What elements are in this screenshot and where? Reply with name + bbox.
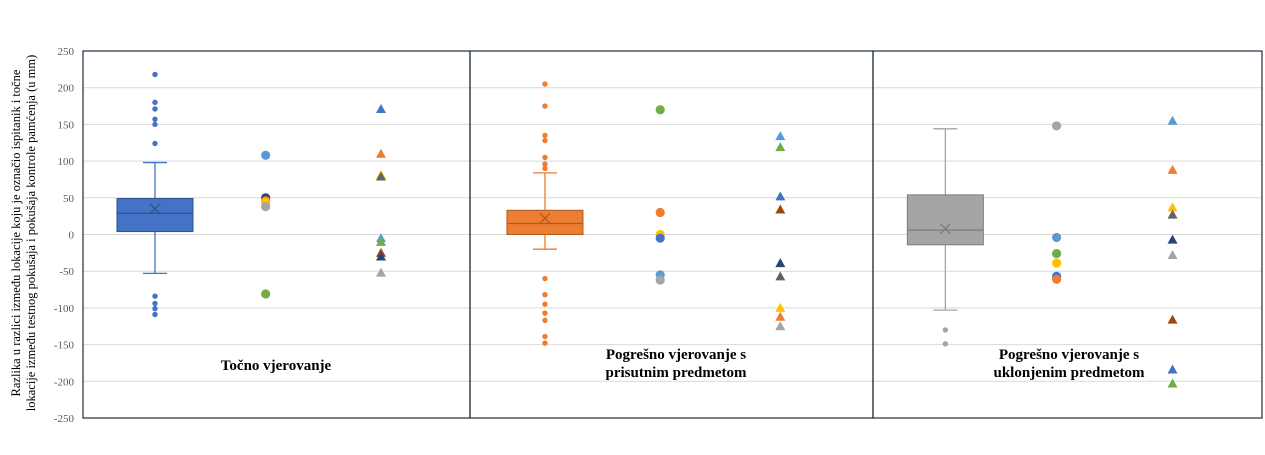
- outlier-point: [542, 291, 548, 298]
- triangle-marker: [1167, 209, 1178, 219]
- circle-marker: [655, 207, 665, 218]
- outlier-point: [152, 293, 158, 299]
- outlier-point: [542, 301, 548, 307]
- outlier-point: [942, 341, 949, 347]
- triangle-marker: [775, 311, 786, 321]
- y-tick-label: 200: [58, 83, 75, 95]
- y-axis-label-line-2: lokacije između testnog pokušaja i pokuš…: [24, 55, 38, 412]
- box: [116, 198, 194, 233]
- outlier-point: [152, 311, 158, 318]
- triangle-marker: [375, 103, 386, 113]
- y-tick-label: -100: [54, 303, 75, 315]
- circle-marker: [261, 202, 271, 212]
- circle-marker: [1052, 121, 1062, 131]
- outlier-point: [542, 333, 548, 340]
- y-tick-label: 50: [63, 193, 75, 205]
- triangle-marker: [775, 191, 786, 201]
- triangle-marker: [1167, 314, 1178, 324]
- y-tick-label: -200: [54, 376, 75, 388]
- circle-marker: [1052, 248, 1062, 259]
- y-tick-label: -250: [54, 413, 75, 425]
- panel-1: Točno vjerovanje: [116, 71, 386, 374]
- outlier-point: [542, 310, 548, 316]
- triangle-marker: [1167, 364, 1178, 374]
- y-tick-label: 250: [58, 46, 75, 58]
- outlier-point: [542, 81, 548, 87]
- y-tick-label: 150: [58, 119, 75, 131]
- y-axis-label-line-1: Razlika u razlici između lokacije koju j…: [9, 69, 23, 396]
- y-tick-label: 0: [69, 230, 75, 242]
- panel-3: Pogrešno vjerovanje s uklonjenim predmeto…: [906, 115, 1178, 388]
- outlier-point: [152, 99, 158, 106]
- triangle-marker: [775, 131, 786, 141]
- triangle-marker: [1167, 115, 1178, 125]
- panel-label-line: uklonjenim predmetom: [994, 365, 1145, 381]
- mean-marker: [149, 203, 161, 215]
- y-tick-label: 100: [58, 156, 75, 168]
- triangle-marker: [775, 271, 786, 281]
- triangle-marker: [375, 236, 386, 246]
- box: [906, 194, 984, 246]
- outlier-point: [542, 317, 548, 324]
- mean-marker: [539, 212, 551, 224]
- circle-marker: [1052, 274, 1062, 284]
- outlier-point: [542, 154, 548, 161]
- circle-marker: [655, 105, 665, 115]
- triangle-marker: [1167, 250, 1178, 260]
- outlier-point: [152, 140, 158, 147]
- triangle-marker: [775, 321, 786, 331]
- triangle-marker: [775, 302, 786, 312]
- y-tick-label: -50: [59, 266, 74, 278]
- panel-label-line: prisutnim predmetom: [606, 365, 747, 381]
- outlier-point: [942, 327, 949, 333]
- panels: Točno vjerovanje Pogrešno vjerovanje s pri…: [116, 71, 1178, 388]
- circle-marker: [655, 275, 665, 285]
- panel-frames: [82, 50, 1263, 419]
- panel-label-line: Točno vjerovanje: [221, 358, 332, 374]
- outlier-point: [152, 305, 158, 312]
- panel-label-line: Pogrešno vjerovanje s: [999, 347, 1139, 363]
- outlier-point: [152, 116, 158, 122]
- circle-marker: [1052, 232, 1062, 243]
- outlier-point: [542, 132, 548, 139]
- box: [506, 209, 584, 235]
- outlier-point: [542, 137, 548, 144]
- circle-marker: [655, 233, 665, 243]
- y-axis-label: Razlika u razlici između lokacije koju j…: [9, 55, 38, 412]
- outlier-point: [152, 71, 158, 78]
- triangle-marker: [775, 142, 786, 152]
- outlier-point: [542, 161, 548, 167]
- outlier-point: [152, 106, 158, 112]
- triangle-marker: [375, 251, 386, 261]
- y-tick-label: -150: [54, 340, 75, 352]
- outlier-point: [542, 103, 548, 109]
- mean-marker: [939, 223, 951, 235]
- outlier-point: [542, 340, 548, 346]
- triangle-marker: [775, 204, 786, 214]
- triangle-marker: [375, 267, 386, 277]
- triangle-marker: [775, 258, 786, 268]
- triangle-marker: [1167, 202, 1178, 212]
- triangle-marker: [375, 171, 386, 181]
- outlier-point: [542, 275, 548, 282]
- y-axis-ticks: 250 200 150 100 50 0 -50 -100 -150 -200 -250: [54, 46, 75, 425]
- outlier-point: [152, 300, 158, 307]
- circle-marker: [261, 289, 271, 299]
- triangle-marker: [1167, 234, 1178, 244]
- panel-frame: [872, 50, 1263, 419]
- circle-marker: [1052, 258, 1062, 268]
- triangle-marker: [1167, 164, 1178, 174]
- panel-2: Pogrešno vjerovanje s prisutnim predmetom: [506, 81, 786, 381]
- outlier-point: [542, 165, 548, 172]
- triangle-marker: [1167, 378, 1178, 388]
- panel-label-line: Pogrešno vjerovanje s: [606, 347, 746, 363]
- triangle-marker: [375, 148, 386, 158]
- outlier-point: [152, 121, 158, 128]
- circle-marker: [261, 150, 271, 160]
